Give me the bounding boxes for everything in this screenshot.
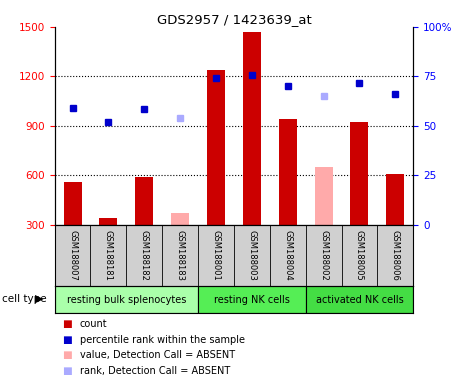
- Bar: [99, 218, 117, 225]
- Bar: [279, 119, 297, 225]
- Bar: [386, 174, 404, 225]
- Text: value, Detection Call = ABSENT: value, Detection Call = ABSENT: [80, 350, 235, 360]
- Text: GSM188005: GSM188005: [355, 230, 364, 280]
- Text: ■: ■: [62, 366, 72, 376]
- Text: GSM188183: GSM188183: [176, 230, 185, 281]
- Bar: [55, 286, 198, 313]
- Bar: [171, 213, 189, 225]
- Bar: [198, 286, 306, 313]
- Title: GDS2957 / 1423639_at: GDS2957 / 1423639_at: [157, 13, 311, 26]
- Text: GSM188006: GSM188006: [391, 230, 400, 280]
- Text: activated NK cells: activated NK cells: [315, 295, 403, 305]
- Text: GSM188001: GSM188001: [211, 230, 220, 280]
- Text: resting bulk splenocytes: resting bulk splenocytes: [66, 295, 186, 305]
- Text: ■: ■: [62, 319, 72, 329]
- Text: ■: ■: [62, 350, 72, 360]
- Text: ▶: ▶: [35, 294, 44, 304]
- Text: GSM188002: GSM188002: [319, 230, 328, 280]
- Text: GSM188007: GSM188007: [68, 230, 77, 280]
- Bar: [306, 286, 413, 313]
- Text: ■: ■: [62, 335, 72, 345]
- Text: resting NK cells: resting NK cells: [214, 295, 290, 305]
- Bar: [243, 32, 261, 225]
- Text: cell type: cell type: [2, 294, 47, 304]
- Text: GSM188004: GSM188004: [283, 230, 292, 280]
- Text: count: count: [80, 319, 107, 329]
- Text: rank, Detection Call = ABSENT: rank, Detection Call = ABSENT: [80, 366, 230, 376]
- Text: percentile rank within the sample: percentile rank within the sample: [80, 335, 245, 345]
- Text: GSM188003: GSM188003: [247, 230, 257, 280]
- Bar: [351, 122, 369, 225]
- Bar: [207, 70, 225, 225]
- Bar: [64, 182, 82, 225]
- Bar: [314, 167, 332, 225]
- Text: GSM188181: GSM188181: [104, 230, 113, 280]
- Text: GSM188182: GSM188182: [140, 230, 149, 280]
- Bar: [135, 177, 153, 225]
